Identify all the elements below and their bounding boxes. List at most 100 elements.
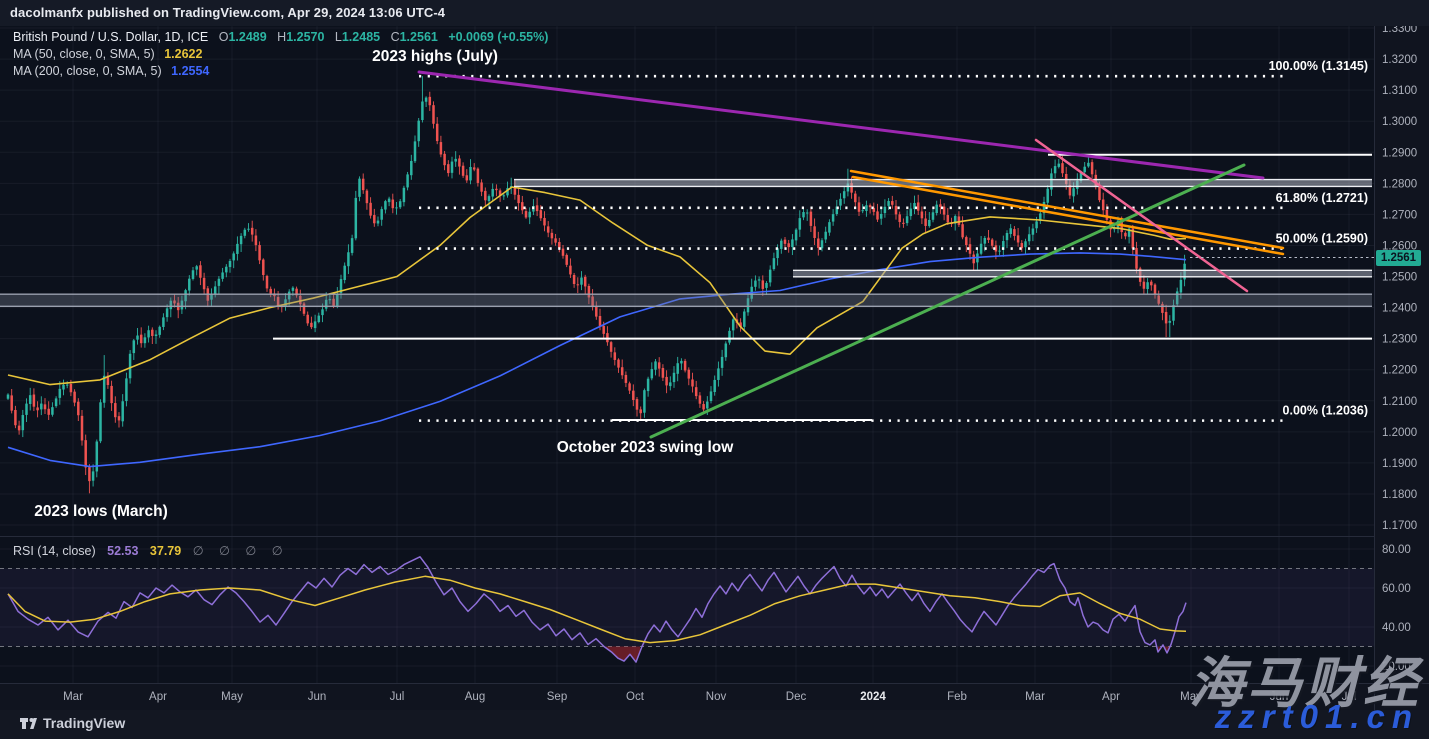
- time-tick: Jul: [390, 691, 405, 703]
- ma200-label: MA (200, close, 0, SMA, 5): [13, 64, 162, 78]
- time-tick: May: [221, 691, 243, 703]
- time-tick: Oct: [626, 691, 645, 703]
- time-tick: Apr: [149, 691, 167, 703]
- time-tick: Dec: [786, 691, 807, 703]
- chart-legend: British Pound / U.S. Dollar, 1D, ICE O1.…: [13, 29, 548, 80]
- tradingview-brand-text: TradingView: [43, 714, 126, 731]
- time-tick: Apr: [1102, 691, 1120, 703]
- time-tick: 2024: [860, 691, 886, 703]
- tradingview-logo-icon: [20, 718, 37, 729]
- rsi-tick: 40.00: [1382, 622, 1411, 634]
- time-tick: May: [1180, 691, 1202, 703]
- annotation-text: October 2023 swing low: [557, 439, 735, 456]
- annotation-text: 2023 highs (July): [372, 48, 498, 65]
- price-tick: 1.3000: [1382, 116, 1417, 128]
- ma50-label: MA (50, close, 0, SMA, 5): [13, 47, 155, 61]
- price-tick: 1.2300: [1382, 334, 1417, 346]
- time-tick: Sep: [547, 691, 567, 703]
- price-tick: 1.2400: [1382, 303, 1417, 315]
- rsi-plot[interactable]: [0, 556, 1374, 663]
- main-pane: [0, 26, 1374, 536]
- price-tick: 1.3200: [1382, 54, 1417, 66]
- ma50-row[interactable]: MA (50, close, 0, SMA, 5) 1.2622: [13, 46, 548, 63]
- price-tick: 1.2200: [1382, 365, 1417, 377]
- rsi-empty-values: ∅ ∅ ∅ ∅: [192, 544, 289, 558]
- low-value: 1.2485: [341, 30, 381, 44]
- time-tick: Jul: [1342, 691, 1357, 703]
- price-tick: 1.2500: [1382, 272, 1417, 284]
- grid-lines: [0, 26, 1374, 683]
- price-zones: [0, 178, 1372, 308]
- price-chart-canvas[interactable]: 100.00% (1.3145) 61.80% (1.2721) 50.00% (1…: [0, 26, 1429, 739]
- symbol-row[interactable]: British Pound / U.S. Dollar, 1D, ICE O1.…: [13, 29, 548, 46]
- high-label: H: [277, 30, 287, 44]
- trendlines: [417, 70, 1285, 439]
- fib-label: 61.80% (1.2721): [1276, 191, 1368, 205]
- close-value: 1.2561: [399, 30, 438, 44]
- rsi-legend[interactable]: RSI (14, close) 52.53 37.79 ∅ ∅ ∅ ∅: [13, 543, 289, 558]
- watermark-url: zzrt01.cn: [1214, 698, 1419, 735]
- zone-12800: [514, 179, 1372, 187]
- price-tick: 1.3100: [1382, 85, 1417, 97]
- price-tick: 1.2000: [1382, 427, 1417, 439]
- time-tick: Jun: [308, 691, 327, 703]
- ma50-value: 1.2622: [164, 47, 203, 61]
- annotation-text: 2023 lows (March): [34, 503, 168, 520]
- rsi-label: RSI (14, close): [13, 544, 96, 558]
- fib-label: 0.00% (1.2036): [1283, 404, 1368, 418]
- fib-label: 50.00% (1.2590): [1276, 232, 1368, 246]
- green-trendline: [649, 163, 1246, 439]
- watermark-cn: 海马财经: [1188, 652, 1421, 714]
- price-axis[interactable]: 1.3300 1.3200 1.3100 1.3000 1.2900 1.2800 1.27…: [1382, 26, 1417, 673]
- price-tick: 1.2100: [1382, 396, 1417, 408]
- rsi-tick: 60.00: [1382, 583, 1411, 595]
- tradingview-attribution[interactable]: TradingView: [20, 714, 125, 731]
- price-tick: 1.2900: [1382, 147, 1417, 159]
- time-tick: Aug: [465, 691, 485, 703]
- price-tick: 1.1900: [1382, 458, 1417, 470]
- footer-bar: TradingView: [0, 710, 1429, 739]
- rsi-pane: [0, 537, 1374, 683]
- chart-annotations: 2023 highs (July) October 2023 swing low 2…: [34, 48, 734, 520]
- time-tick: Mar: [63, 691, 83, 703]
- orange-channel-lower: [851, 175, 1285, 256]
- ma200-value: 1.2554: [171, 64, 210, 78]
- open-label: O: [218, 30, 229, 44]
- fibonacci-levels: 100.00% (1.3145) 61.80% (1.2721) 50.00% (1…: [419, 59, 1368, 422]
- last-price-badge: 1.2561: [1376, 250, 1421, 266]
- fib-label: 100.00% (1.3145): [1269, 59, 1368, 73]
- change-value: +0.0069 (+0.55%): [448, 30, 549, 44]
- price-tick: 1.1800: [1382, 489, 1417, 501]
- time-tick: Jun: [1270, 691, 1289, 703]
- price-tick: 1.2700: [1382, 209, 1417, 221]
- zone-12510: [793, 270, 1372, 277]
- high-value: 1.2570: [286, 30, 325, 44]
- ma200-row[interactable]: MA (200, close, 0, SMA, 5) 1.2554: [13, 63, 548, 80]
- time-axis[interactable]: Mar Apr May Jun Jul Aug Sep Oct Nov Dec 2024 Feb Mar…: [63, 691, 1356, 703]
- rsi-ma-value: 37.79: [149, 544, 182, 558]
- price-tick: 1.3300: [1382, 26, 1417, 35]
- zone-12420: [0, 294, 1372, 307]
- rsi-value: 52.53: [107, 544, 139, 558]
- rsi-oversold-fill: [606, 646, 640, 663]
- rsi-tick: 80.00: [1382, 544, 1411, 556]
- price-tick: 1.1700: [1382, 520, 1417, 532]
- symbol-title: British Pound / U.S. Dollar, 1D, ICE: [13, 30, 209, 44]
- ma50-line: [7, 186, 1187, 386]
- orange-channel-upper: [849, 169, 1285, 250]
- price-tick: 1.2600: [1382, 240, 1417, 252]
- time-tick: Mar: [1025, 691, 1045, 703]
- low-label: L: [334, 30, 342, 44]
- close-label: C: [390, 30, 400, 44]
- rsi-tick: 20.00: [1382, 661, 1411, 673]
- published-byline: dacolmanfx published on TradingView.com,…: [10, 5, 446, 20]
- time-tick: Nov: [706, 691, 727, 703]
- pink-trendline: [1034, 138, 1249, 293]
- time-tick: Feb: [947, 691, 967, 703]
- ma200-line: [7, 252, 1187, 468]
- purple-trendline: [417, 70, 1265, 180]
- top-bar: dacolmanfx published on TradingView.com,…: [0, 0, 1429, 27]
- open-value: 1.2489: [228, 30, 267, 44]
- price-tick: 1.2800: [1382, 178, 1417, 190]
